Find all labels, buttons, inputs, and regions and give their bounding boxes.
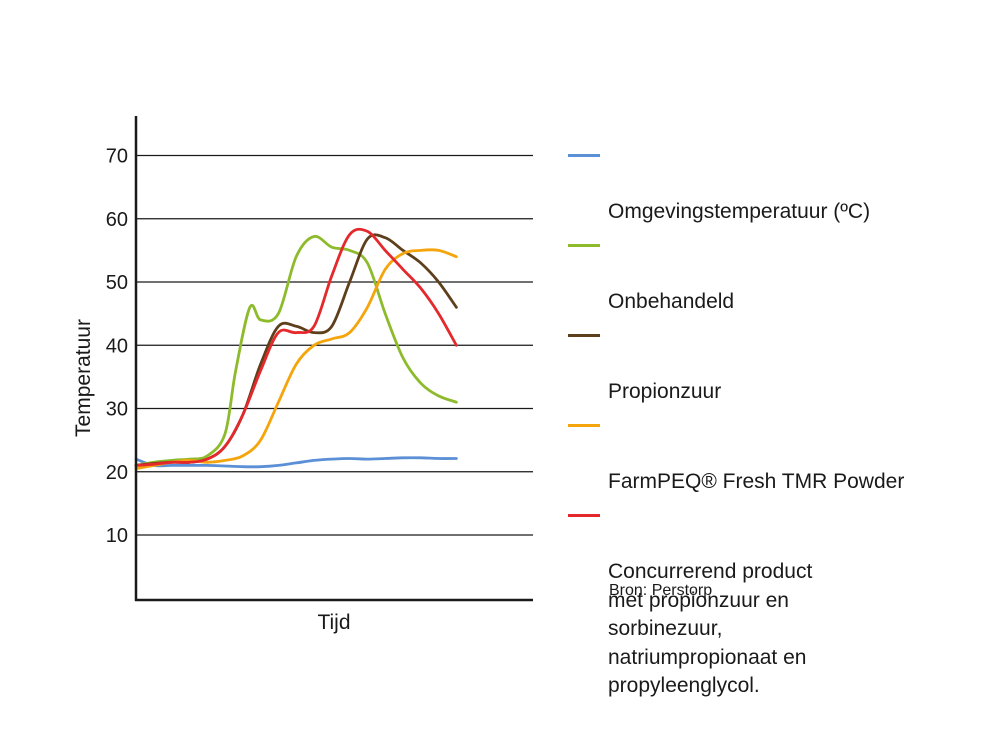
y-tick-label: 70 [106,146,128,168]
series-line-3 [134,233,458,467]
y-tick-label: 50 [106,272,128,294]
legend-swatch [568,244,600,247]
legend-item: Propionzuur [568,321,968,407]
y-tick-label: 30 [106,399,128,421]
legend-item: Concurrerend product met propionzuur en … [568,501,968,701]
legend-label: FarmPEQ® Fresh TMR Powder [608,470,905,493]
x-axis-title: Tijd [317,611,350,634]
y-tick-label: 60 [106,209,128,231]
series-line-4 [134,248,458,470]
y-tick-label: 20 [106,462,128,484]
series-line-5 [134,227,458,467]
legend-item: Onbehandeld [568,231,968,317]
legend: Omgevingstemperatuur (ºC) Onbehandeld Pr… [568,141,968,705]
series-line-1 [134,456,458,469]
legend-swatch [568,424,600,427]
legend-swatch [568,154,600,157]
legend-item: FarmPEQ® Fresh TMR Powder [568,411,968,497]
y-tick-label: 10 [106,525,128,547]
source-note: Bron: Perstorp [609,582,713,599]
series-line-2 [134,235,458,467]
y-axis-title: Temperatuur [72,319,95,437]
legend-item: Omgevingstemperatuur (ºC) [568,141,968,227]
y-tick-label: 40 [106,335,128,357]
legend-label: Concurrerend product met propionzuur en … [608,560,813,697]
y-tick-labels: 10 20 30 40 50 60 70 [106,146,128,548]
gridlines [136,154,533,536]
series-lines [134,227,458,470]
legend-swatch [568,334,600,337]
legend-label: Omgevingstemperatuur (ºC) [608,200,871,223]
legend-label: Onbehandeld [608,290,735,313]
legend-swatch [568,514,600,517]
legend-label: Propionzuur [608,380,722,403]
